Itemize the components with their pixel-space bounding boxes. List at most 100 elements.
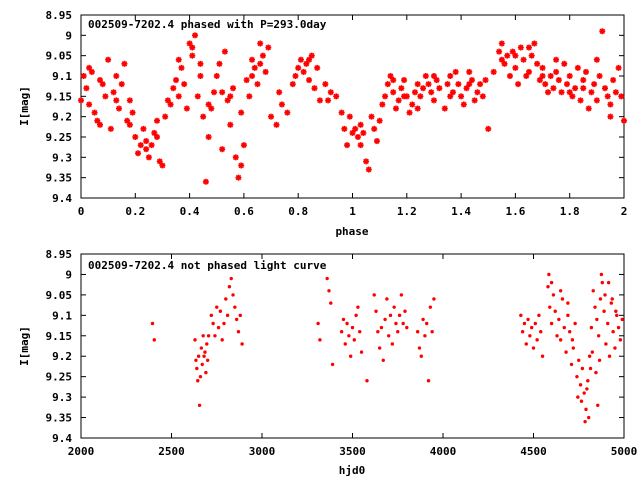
- data-point: [537, 313, 541, 318]
- data-point: [249, 73, 256, 79]
- data-point: [150, 321, 155, 326]
- data-point: [551, 293, 556, 297]
- data-point: [613, 346, 617, 350]
- data-point: [571, 346, 576, 350]
- data-point: [590, 350, 595, 354]
- y-tick-label: 9.15: [46, 330, 73, 343]
- y-tick-label: 9.3: [52, 151, 72, 164]
- data-point: [387, 73, 394, 79]
- data-point: [202, 354, 206, 358]
- data-point: [199, 346, 204, 350]
- data-point: [368, 113, 375, 120]
- data-point: [591, 81, 598, 88]
- data-point: [359, 350, 364, 354]
- data-point: [573, 321, 577, 326]
- x-tick-label: 0.6: [234, 205, 254, 218]
- data-point: [531, 40, 538, 47]
- data-point: [566, 301, 570, 305]
- data-point: [259, 52, 266, 59]
- data-point: [523, 73, 530, 79]
- data-point: [203, 350, 207, 354]
- data-point: [297, 56, 304, 63]
- data-point: [596, 334, 601, 338]
- data-point: [105, 56, 112, 63]
- data-point: [170, 85, 177, 92]
- x-tick-label: 2000: [68, 445, 95, 458]
- data-point: [339, 329, 344, 334]
- data-point: [423, 334, 427, 338]
- data-point: [430, 73, 437, 79]
- data-point: [558, 338, 563, 342]
- data-point: [430, 97, 437, 104]
- data-point: [403, 309, 407, 313]
- data-point: [569, 362, 574, 367]
- data-point: [533, 321, 538, 326]
- data-point: [596, 403, 600, 407]
- data-point: [550, 85, 557, 92]
- data-point: [97, 121, 104, 128]
- data-point: [330, 362, 335, 367]
- data-point: [102, 93, 109, 100]
- data-point: [246, 93, 253, 100]
- data-point: [289, 81, 296, 88]
- data-point: [392, 105, 399, 112]
- data-point: [570, 338, 575, 342]
- data-point: [599, 28, 606, 35]
- data-point: [118, 81, 125, 88]
- data-point: [94, 117, 101, 124]
- phased-light-curve-panel: 0 0.2 0.4 0.6 0.8 1 1.2 1.4 1.6 1.8 2 8.95 9 9.05 9.1 9…: [18, 9, 627, 238]
- data-point: [477, 81, 484, 88]
- data-point: [468, 77, 475, 84]
- data-point: [547, 73, 554, 79]
- data-point: [587, 354, 592, 358]
- data-point: [327, 89, 334, 96]
- data-point: [566, 73, 573, 79]
- data-point: [414, 105, 421, 112]
- data-point: [221, 48, 228, 55]
- data-point: [376, 117, 383, 124]
- data-point: [365, 379, 369, 383]
- data-point: [235, 174, 242, 181]
- data-point: [595, 317, 599, 322]
- data-point: [316, 97, 323, 104]
- data-point: [292, 73, 299, 79]
- data-point: [388, 313, 393, 318]
- data-point: [528, 334, 532, 338]
- data-point: [196, 354, 201, 358]
- data-point: [189, 52, 196, 59]
- data-point: [379, 101, 386, 108]
- data-point: [216, 60, 223, 67]
- unphased-data-points: [150, 272, 624, 424]
- data-point: [352, 125, 359, 132]
- data-point: [547, 272, 551, 277]
- data-point: [357, 142, 364, 149]
- x-tick-label: 2500: [158, 445, 185, 458]
- data-point: [428, 89, 435, 96]
- data-point: [325, 97, 332, 104]
- data-point: [195, 366, 199, 371]
- data-point: [520, 56, 527, 63]
- data-point: [555, 334, 559, 338]
- data-point: [549, 321, 554, 326]
- data-point: [575, 374, 579, 379]
- y-tick-label: 9.35: [46, 172, 73, 185]
- y-tick-label: 9.4: [52, 192, 72, 205]
- data-point: [357, 121, 364, 128]
- data-point: [306, 56, 313, 63]
- data-point: [531, 346, 536, 350]
- data-point: [358, 329, 362, 334]
- data-point: [458, 93, 465, 100]
- data-point: [428, 305, 433, 309]
- data-point: [392, 305, 396, 309]
- data-point: [574, 64, 581, 71]
- data-point: [417, 346, 422, 350]
- data-point: [607, 354, 612, 358]
- y-tick-label: 8.95: [46, 248, 73, 261]
- data-point: [137, 142, 144, 149]
- data-point: [183, 105, 190, 112]
- data-point: [566, 313, 570, 318]
- data-point: [173, 77, 180, 84]
- data-point: [517, 44, 524, 51]
- data-point: [231, 293, 235, 297]
- data-point: [234, 317, 239, 322]
